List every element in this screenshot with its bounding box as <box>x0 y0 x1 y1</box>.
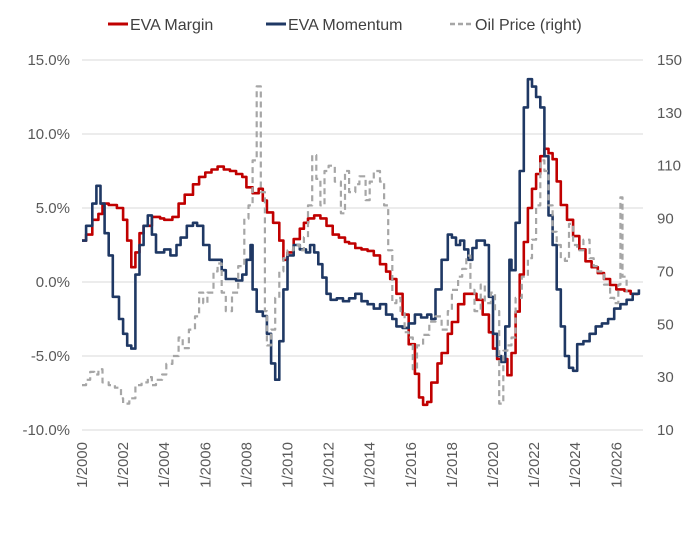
y-left-tick-label: -10.0% <box>22 422 70 439</box>
x-tick-label: 1/2020 <box>485 442 502 488</box>
y-right-tick-label: 110 <box>657 158 681 175</box>
x-axis: 1/2000 1/2002 1/2004 1/2006 1/2008 1/2010 1/20… <box>74 442 625 488</box>
y-right-tick-label: 10 <box>657 422 674 439</box>
x-tick-label: 1/2026 <box>608 442 625 488</box>
legend: EVA Margin EVA Momentum Oil Price (right… <box>108 17 582 34</box>
series-line-eva-margin <box>82 147 639 407</box>
series-line-oil-price-right <box>82 85 628 405</box>
series-lines <box>82 77 641 407</box>
y-left-tick-label: 5.0% <box>36 200 70 217</box>
y-right-tick-label: 30 <box>657 369 674 386</box>
x-tick-label: 1/2006 <box>197 442 214 488</box>
legend-label-eva-momentum: EVA Momentum <box>288 17 402 34</box>
x-tick-label: 1/2010 <box>279 442 296 488</box>
y-right-tick-label: 70 <box>657 263 674 280</box>
x-tick-label: 1/2018 <box>444 442 461 488</box>
y-right-tick-label: 50 <box>657 316 674 333</box>
x-tick-label: 1/2004 <box>156 442 173 488</box>
x-tick-label: 1/2002 <box>115 442 132 488</box>
y-right-tick-label: 150 <box>657 52 682 69</box>
y-left-tick-label: 10.0% <box>27 126 70 143</box>
series-line-eva-momentum <box>82 77 641 381</box>
x-tick-label: 1/2008 <box>238 442 255 488</box>
y-right-tick-label: 130 <box>657 105 682 122</box>
y-right-tick-label: 90 <box>657 211 674 228</box>
legend-label-oil-price: Oil Price (right) <box>475 17 582 34</box>
y-axis-right: 10 30 50 70 90 110 130 150 <box>657 52 682 439</box>
x-tick-label: 1/2022 <box>526 442 543 488</box>
x-tick-label: 1/2012 <box>321 442 338 488</box>
x-tick-label: 1/2024 <box>567 442 584 488</box>
x-tick-label: 1/2014 <box>362 442 379 488</box>
legend-label-eva-margin: EVA Margin <box>130 17 213 34</box>
y-left-tick-label: 15.0% <box>27 52 70 69</box>
y-left-tick-label: -5.0% <box>31 348 70 365</box>
x-tick-label: 1/2016 <box>403 442 420 488</box>
y-left-tick-label: 0.0% <box>36 274 70 291</box>
y-axis-left: -10.0% -5.0% 0.0% 5.0% 10.0% 15.0% <box>22 52 70 439</box>
x-tick-label: 1/2000 <box>74 442 91 488</box>
